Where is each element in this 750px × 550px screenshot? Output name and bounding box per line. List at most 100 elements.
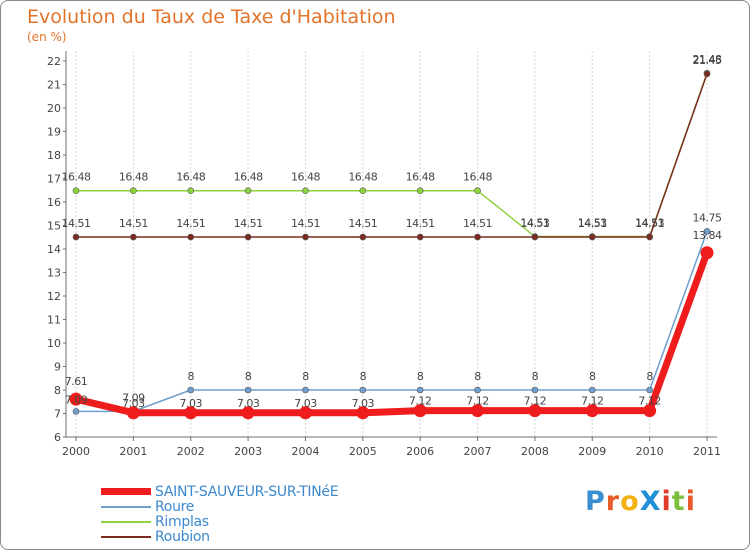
proxiti-logo: ProXiti (585, 486, 696, 517)
chart-subtitle: (en %) (27, 30, 67, 44)
y-tick-label: 8 (54, 384, 61, 397)
data-label: 14.51 (176, 217, 205, 230)
data-point (244, 187, 252, 195)
data-point (130, 187, 137, 195)
data-label: 7.09 (65, 393, 88, 406)
data-label: 8 (589, 370, 596, 383)
legend-item: SAINT-SAUVEUR-SUR-TINéE (101, 483, 339, 500)
chart-title: Evolution du Taux de Taxe d'Habitation (27, 6, 396, 28)
data-label: 14.51 (234, 217, 263, 230)
x-tick-label: 2004 (291, 445, 319, 458)
y-tick-label: 12 (47, 290, 61, 303)
data-point (184, 406, 198, 420)
x-tick-label: 2000 (62, 445, 90, 458)
y-tick-label: 19 (47, 126, 61, 139)
data-label: 7.12 (409, 395, 432, 408)
x-tick-label: 2006 (406, 445, 434, 458)
data-point (474, 233, 481, 241)
y-tick-label: 6 (54, 431, 61, 444)
x-tick-label: 2003 (234, 445, 262, 458)
data-label: 7.03 (352, 397, 375, 410)
data-label: 14.51 (62, 217, 91, 230)
legend-item: Roure (101, 498, 338, 515)
data-point (72, 187, 80, 195)
y-tick-label: 11 (47, 314, 61, 327)
data-point (359, 386, 367, 394)
y-tick-label: 15 (47, 220, 61, 233)
legend-swatch (101, 520, 151, 523)
legend-swatch (101, 535, 151, 538)
data-point (187, 233, 195, 241)
data-point (302, 386, 309, 394)
data-point (187, 187, 195, 195)
data-label: 7.12 (524, 395, 547, 408)
data-point (126, 406, 140, 420)
series-line-0 (72, 249, 711, 417)
x-tick-label: 2001 (119, 445, 147, 458)
data-point (646, 386, 653, 394)
data-label: 16.48 (348, 171, 377, 184)
data-label: 7.12 (466, 395, 489, 408)
data-label: 8 (187, 370, 194, 383)
logo-letter: X (639, 486, 662, 517)
data-label: 14.51 (463, 217, 492, 230)
data-point (244, 233, 252, 241)
data-point (241, 406, 255, 420)
data-label: 14.75 (693, 211, 722, 224)
data-point (130, 233, 137, 241)
y-tick-label: 17 (47, 173, 61, 186)
data-point (528, 404, 542, 418)
data-label: 14.51 (635, 217, 664, 230)
data-label: 14.51 (520, 217, 549, 230)
series-line-1 (75, 230, 708, 413)
data-label: 16.48 (62, 171, 91, 184)
data-label: 8 (360, 370, 367, 383)
data-label: 16.48 (291, 171, 320, 184)
x-tick-label: 2002 (177, 445, 205, 458)
data-point (413, 404, 427, 418)
data-label: 7.03 (122, 397, 145, 410)
data-label: 14.53 (520, 217, 549, 230)
logo-letter: P (585, 486, 606, 517)
data-label: 7.09 (122, 391, 145, 404)
y-tick-label: 9 (54, 361, 61, 374)
data-label: 16.48 (234, 171, 263, 184)
logo-letter: i (661, 486, 672, 517)
y-tick-label: 22 (47, 55, 61, 68)
data-point (302, 233, 309, 241)
data-label: 16.48 (176, 171, 205, 184)
x-tick-label: 2008 (521, 445, 549, 458)
data-point (187, 386, 195, 394)
data-label: 7.03 (179, 397, 202, 410)
logo-letter: o (620, 486, 640, 517)
x-tick-label: 2011 (693, 445, 721, 458)
data-point (471, 404, 485, 418)
data-label: 14.53 (635, 217, 664, 230)
y-tick-label: 13 (47, 267, 61, 280)
data-point (703, 70, 711, 78)
data-point (302, 187, 309, 195)
data-label: 7.61 (65, 375, 88, 388)
logo-letter: r (605, 486, 621, 517)
legend-label: SAINT-SAUVEUR-SUR-TINéE (155, 483, 339, 500)
logo-letter: i (685, 486, 696, 517)
data-point (359, 233, 367, 241)
legend-label: Roure (155, 498, 195, 515)
series-line-3 (75, 73, 708, 238)
line-chart: 6 7 8 9 10 11 12 13 14 15 16 17 18 19 20 21 22 2000 2001 20… (47, 51, 722, 458)
data-label: 21.45 (693, 54, 722, 67)
data-point (416, 187, 424, 195)
data-label: 14.51 (578, 217, 607, 230)
legend-label: Rimplas (155, 513, 209, 530)
data-point (69, 392, 83, 406)
data-point (359, 187, 367, 195)
data-label: 7.03 (237, 397, 260, 410)
data-label: 7.12 (581, 395, 604, 408)
data-point (474, 187, 481, 195)
data-label: 14.51 (348, 217, 377, 230)
data-label: 8 (245, 370, 252, 383)
data-point (72, 233, 80, 241)
data-label: 16.48 (119, 171, 148, 184)
data-point (72, 408, 80, 415)
data-point (643, 404, 657, 418)
